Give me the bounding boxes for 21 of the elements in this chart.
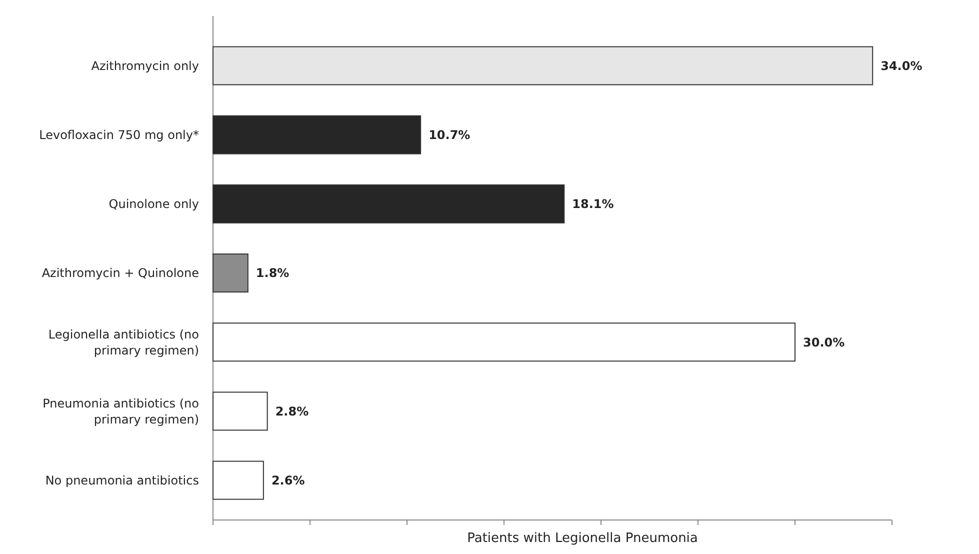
y-tick-label: Azithromycin only: [91, 58, 199, 73]
bar: [212, 322, 796, 362]
y-tick-label: No pneumonia antibiotics: [45, 473, 199, 488]
data-label: 30.0%: [803, 335, 845, 350]
data-label: 2.8%: [275, 404, 309, 418]
bar: [212, 392, 268, 431]
data-label: 34.0%: [880, 58, 922, 73]
y-tick-label: Quinolone only: [108, 197, 199, 212]
data-label: 2.6%: [271, 473, 305, 488]
y-tick-label: Levofloxacin 750 mg only*: [39, 128, 199, 142]
data-label: 1.8%: [256, 266, 290, 280]
data-label: 10.7%: [428, 128, 470, 142]
y-tick-label: Azithromycin + Quinolone: [42, 266, 199, 280]
bar: [212, 46, 874, 86]
y-tick-label: Legionella antibiotics (no primary regimen): [48, 327, 199, 358]
y-tick-label: Pneumonia antibiotics (no primary regimen): [42, 396, 199, 426]
bar: [212, 460, 264, 500]
data-label: 18.1%: [572, 197, 614, 212]
bar: [212, 184, 565, 224]
bar: [212, 115, 422, 154]
x-axis-title: Patients with Legionella Pneumonia: [467, 531, 698, 546]
